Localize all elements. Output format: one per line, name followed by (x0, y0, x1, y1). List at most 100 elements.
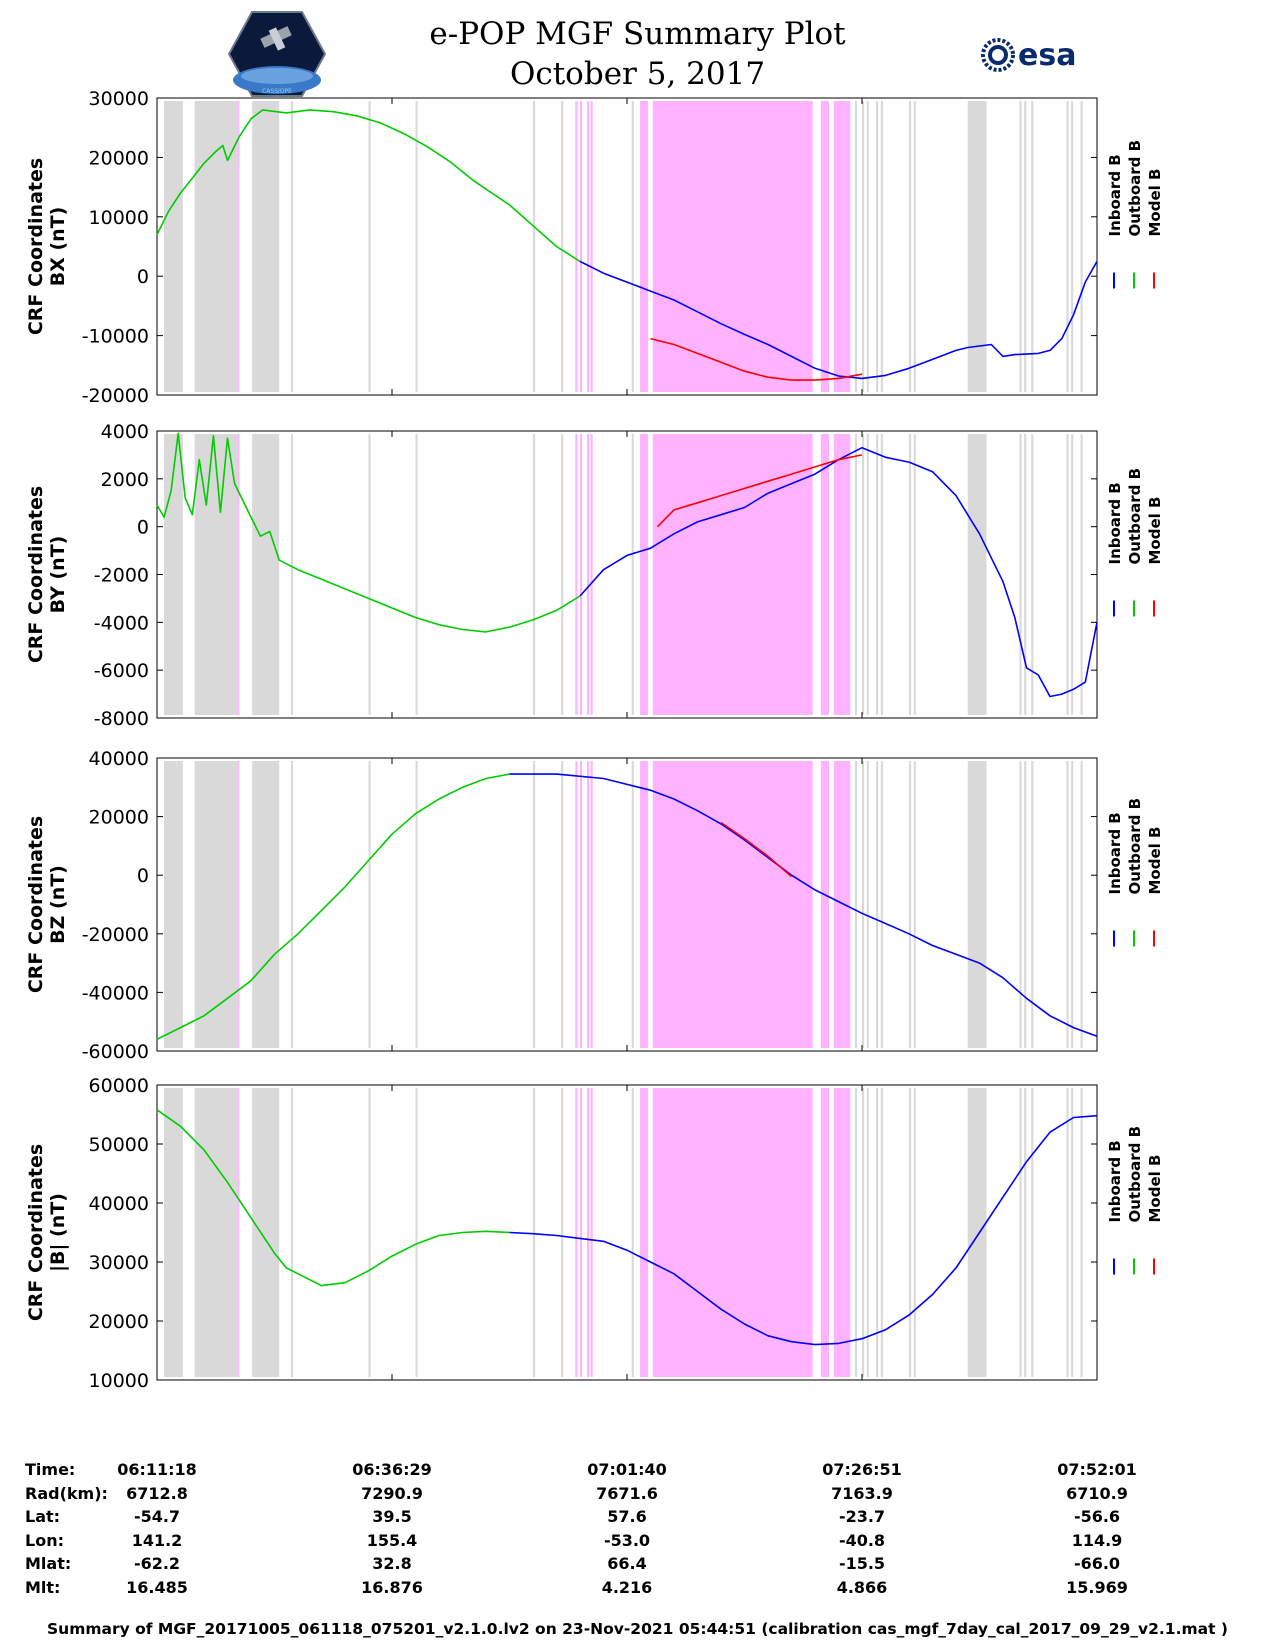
gray-band (533, 1088, 536, 1377)
pink-band (575, 101, 578, 392)
row-value: -53.0 (603, 1530, 651, 1550)
gray-band (913, 1088, 916, 1377)
gray-band (533, 101, 536, 392)
gray-band (533, 761, 536, 1048)
gray-band (913, 434, 916, 715)
pink-band (652, 434, 813, 715)
y-axis-label-line-1: CRF Coordinates (25, 1144, 47, 1321)
row-value: 07:26:51 (822, 1460, 902, 1479)
row-value: 06:11:18 (117, 1460, 197, 1479)
y-axis-label: CRF Coordinates|B| (nT) (25, 1144, 69, 1321)
y-axis-label-line-1: CRF Coordinates (25, 816, 47, 993)
pink-band (820, 101, 830, 392)
gray-band (866, 761, 869, 1048)
gray-band (862, 101, 865, 392)
row-label: Mlat: (25, 1554, 72, 1573)
gray-band (913, 761, 916, 1048)
footer-note: Summary of MGF_20171005_061118_075201_v2… (47, 1620, 1228, 1638)
gray-band (967, 761, 987, 1048)
row-label: Lon: (25, 1530, 64, 1550)
background-bands (164, 761, 1083, 1048)
pink-band (652, 1088, 813, 1377)
gray-band (561, 761, 564, 1048)
gray-band (164, 101, 183, 392)
y-tick-label: 2000 (101, 469, 149, 491)
pink-band (580, 1088, 583, 1377)
gray-band (290, 434, 294, 715)
background-bands (164, 1088, 1083, 1377)
gray-band (1080, 1088, 1083, 1377)
gray-band (1071, 434, 1074, 715)
pink-band (590, 761, 593, 1048)
gray-band (862, 434, 865, 715)
series-outboard-b (156, 1109, 510, 1287)
row-value: -56.6 (1073, 1507, 1121, 1526)
axes-box (156, 1084, 1098, 1381)
gray-band (631, 761, 634, 1048)
y-tick-label: -60000 (82, 1041, 149, 1063)
y-axis-label-line-1: CRF Coordinates (25, 486, 47, 663)
series-outboard-b (156, 109, 510, 235)
row-value: 15.969 (1066, 1577, 1128, 1597)
panel-1: 30000 20000 10000 0 -10000 -20000 CRF Coordina… (25, 88, 1164, 407)
gray-band (164, 761, 183, 1048)
row-value: 4.866 (836, 1577, 888, 1597)
panel-3: 40000 20000 0 -20000 -40000 -60000 CRF Coordin… (25, 748, 1164, 1063)
gray-band (1024, 761, 1027, 1048)
gray-band (1066, 1088, 1069, 1377)
series-model-b (720, 821, 793, 878)
axes-box (156, 430, 1098, 719)
row-value: 114.9 (1071, 1530, 1123, 1550)
y-tick-label: 20000 (89, 1311, 149, 1333)
pink-band (639, 434, 649, 715)
y-tick-label: 20000 (89, 147, 149, 169)
row-value: 16.876 (361, 1577, 423, 1597)
pink-band (590, 101, 593, 392)
legend: Inboard B Outboard B Model B (1106, 1126, 1164, 1275)
y-tick-label: 60000 (89, 1075, 149, 1097)
y-axis-label-line-2: BZ (nT) (47, 865, 69, 944)
gray-band (415, 1088, 418, 1377)
gray-band (368, 434, 371, 715)
gray-band (854, 101, 858, 392)
gray-band (415, 434, 418, 715)
y-axis-label: CRF CoordinatesBX (nT) (25, 158, 69, 335)
pink-band (580, 761, 583, 1048)
gray-band (866, 101, 869, 392)
gray-band (368, 101, 371, 392)
gray-band (1031, 434, 1034, 715)
legend-label: Outboard B (1126, 798, 1144, 895)
gray-band (631, 434, 634, 715)
gray-band (1080, 761, 1083, 1048)
gray-band (854, 434, 858, 715)
gray-band (1024, 434, 1027, 715)
row-value: 6710.9 (1066, 1483, 1128, 1503)
row-value: 06:36:29 (352, 1460, 432, 1479)
gray-band (967, 434, 987, 715)
gray-band (967, 1088, 987, 1377)
pink-band (590, 434, 593, 715)
row-value: 6712.8 (126, 1483, 188, 1503)
legend-label: Model B (1146, 1155, 1164, 1223)
row-value: 141.2 (131, 1530, 183, 1550)
gray-band (533, 434, 536, 715)
gray-band (290, 101, 294, 392)
y-tick-label: 0 (137, 517, 149, 539)
y-tick-label: -8000 (94, 708, 149, 730)
gray-band (631, 101, 634, 392)
gray-band (1071, 761, 1074, 1048)
legend-label: Inboard B (1106, 154, 1124, 236)
row-value: 07:52:01 (1057, 1460, 1137, 1479)
pink-band (652, 761, 813, 1048)
y-tick-label: 0 (137, 865, 149, 887)
gray-band (1024, 101, 1027, 392)
row-value: 16.485 (126, 1577, 188, 1597)
gray-band (862, 1088, 865, 1377)
legend-label: Inboard B (1106, 1140, 1124, 1222)
background-bands (164, 434, 1083, 715)
y-tick-label: 0 (137, 266, 149, 288)
gray-band (1080, 434, 1083, 715)
gray-band (1066, 101, 1069, 392)
plot-title: e-POP MGF Summary Plot October 5, 2017 (0, 14, 1275, 94)
y-tick-label: 20000 (89, 807, 149, 829)
